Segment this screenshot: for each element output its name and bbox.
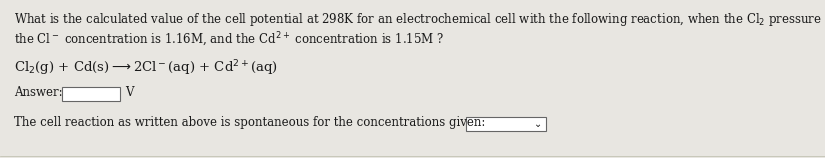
Text: The cell reaction as written above is spontaneous for the concentrations given:: The cell reaction as written above is sp…	[14, 116, 485, 129]
Text: Cl$_2$(g) + Cd(s)$\longrightarrow$2Cl$^-$(aq) + Cd$^{2+}$(aq): Cl$_2$(g) + Cd(s)$\longrightarrow$2Cl$^-…	[14, 58, 278, 78]
Bar	[466, 117, 546, 131]
Text: V: V	[125, 86, 134, 99]
Bar	[62, 87, 120, 101]
Text: ⌄: ⌄	[534, 119, 542, 129]
Text: Answer:: Answer:	[14, 86, 63, 99]
Text: What is the calculated value of the cell potential at 298K for an electrochemica: What is the calculated value of the cell…	[14, 10, 825, 30]
Text: the Cl$^-$ concentration is 1.16M, and the Cd$^{2+}$ concentration is 1.15M ?: the Cl$^-$ concentration is 1.16M, and t…	[14, 31, 444, 49]
